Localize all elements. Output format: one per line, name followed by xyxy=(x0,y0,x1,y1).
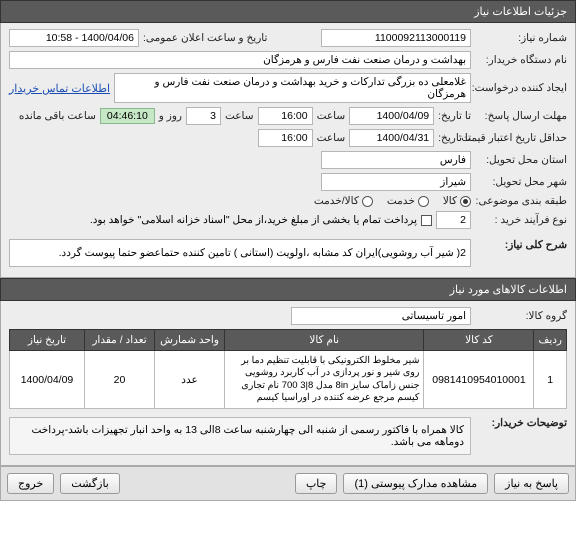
label-sep-time-2: ساعت xyxy=(225,110,254,122)
label-validity: حداقل تاریخ اعتبار قیمت: xyxy=(475,132,567,144)
label-category: طبقه بندی موضوعی: xyxy=(475,195,567,207)
label-purchase-type: نوع فرآیند خرید : xyxy=(475,214,567,226)
th-code: کد کالا xyxy=(424,330,534,351)
items-table: ردیف کد کالا نام کالا واحد شمارش تعداد /… xyxy=(9,329,567,409)
value-summary: 2( شیر آب روشویی)ایران کد مشابه ،اولویت … xyxy=(9,239,471,267)
section-header-info: جزئیات اطلاعات نیاز xyxy=(0,0,576,23)
radio-goods-group[interactable]: کالا xyxy=(443,195,471,207)
label-sep-time-3: ساعت xyxy=(317,132,346,144)
th-qty: تعداد / مقدار xyxy=(85,330,155,351)
td-unit: عدد xyxy=(155,351,225,409)
radio-goods[interactable] xyxy=(460,196,471,207)
radio-goods-label: کالا xyxy=(443,195,457,207)
radio-service[interactable] xyxy=(418,196,429,207)
radio-goods-service[interactable] xyxy=(362,196,373,207)
value-buyer-org: بهداشت و درمان صنعت نفت فارس و هرمزگان xyxy=(9,51,471,69)
value-goods-group: امور تاسیساتی xyxy=(291,307,471,325)
back-button[interactable]: بازگشت xyxy=(60,473,120,494)
label-request-no: شماره نیاز: xyxy=(475,32,567,44)
value-delivery-city: شیراز xyxy=(321,173,471,191)
td-name: شیر مخلوط الکترونیکی با قابلیت تنظیم دما… xyxy=(225,351,424,409)
button-bar: پاسخ به نیاز مشاهده مدارک پیوستی (1) چاپ… xyxy=(0,466,576,501)
th-row: ردیف xyxy=(534,330,567,351)
label-pub-datetime: تاریخ و ساعت اعلان عمومی: xyxy=(143,32,267,44)
label-buyer-notes: توضیحات خریدار: xyxy=(475,417,567,429)
th-date: تاریخ نیاز xyxy=(10,330,85,351)
value-validity-time: 16:00 xyxy=(258,129,313,147)
value-reply-remaining: 04:46:10 xyxy=(100,108,155,124)
label-remaining: ساعت باقی مانده xyxy=(19,110,96,122)
label-goods-group: گروه کالا: xyxy=(475,310,567,322)
value-request-no: 1100092113000119 xyxy=(321,29,471,47)
reply-button[interactable]: پاسخ به نیاز xyxy=(494,473,569,494)
label-sep-date: تا تاریخ: xyxy=(438,110,471,122)
radio-goods-service-label: کالا/خدمت xyxy=(314,195,359,207)
label-sep-time-1: ساعت xyxy=(317,110,346,122)
label-sep-days2: روز و xyxy=(159,110,182,122)
checkbox-payment[interactable] xyxy=(421,215,432,226)
th-name: نام کالا xyxy=(225,330,424,351)
value-purchase-type: 2 xyxy=(436,211,471,229)
table-row[interactable]: 1 0981410954010001 شیر مخلوط الکترونیکی … xyxy=(10,351,567,409)
section-header-items: اطلاعات کالاهای مورد نیاز xyxy=(0,278,576,301)
value-reply-date: 1400/04/09 xyxy=(349,107,434,125)
value-reply-time: 16:00 xyxy=(258,107,313,125)
value-buyer-notes: کالا همراه با فاکتور رسمی از شنبه الی چه… xyxy=(9,417,471,455)
td-row: 1 xyxy=(534,351,567,409)
label-delivery-city: شهر محل تحویل: xyxy=(475,176,567,188)
label-reply-deadline: مهلت ارسال پاسخ: xyxy=(475,110,567,122)
radio-service-label: خدمت xyxy=(387,195,415,207)
td-date: 1400/04/09 xyxy=(10,351,85,409)
form-area: شماره نیاز: 1100092113000119 تاریخ و ساع… xyxy=(0,23,576,278)
value-reply-days: 3 xyxy=(186,107,221,125)
label-creator: ایجاد کننده درخواست: xyxy=(475,82,567,94)
exit-button[interactable]: خروج xyxy=(7,473,54,494)
payment-note: پرداخت تمام یا بخشی از مبلغ خرید،از محل … xyxy=(90,214,417,226)
value-creator: غلامعلی ده بزرگی تدارکات و خرید بهداشت و… xyxy=(114,73,471,103)
attachments-button[interactable]: مشاهده مدارک پیوستی (1) xyxy=(343,473,488,494)
radio-goods-service-group[interactable]: کالا/خدمت xyxy=(314,195,373,207)
items-area: گروه کالا: امور تاسیساتی ردیف کد کالا نا… xyxy=(0,301,576,466)
th-unit: واحد شمارش xyxy=(155,330,225,351)
radio-service-group[interactable]: خدمت xyxy=(387,195,429,207)
label-delivery-prov: استان محل تحویل: xyxy=(475,154,567,166)
value-validity-date: 1400/04/31 xyxy=(349,129,434,147)
contact-link[interactable]: اطلاعات تماس خریدار xyxy=(9,82,110,95)
td-code: 0981410954010001 xyxy=(424,351,534,409)
td-qty: 20 xyxy=(85,351,155,409)
print-button[interactable]: چاپ xyxy=(295,473,338,494)
label-sep-date-2: تا تاریخ: xyxy=(438,132,471,144)
label-buyer-org: نام دستگاه خریدار: xyxy=(475,54,567,66)
value-pub-datetime: 1400/04/06 - 10:58 xyxy=(9,29,139,47)
value-delivery-prov: فارس xyxy=(321,151,471,169)
label-summary: شرح کلی نیاز: xyxy=(475,239,567,251)
